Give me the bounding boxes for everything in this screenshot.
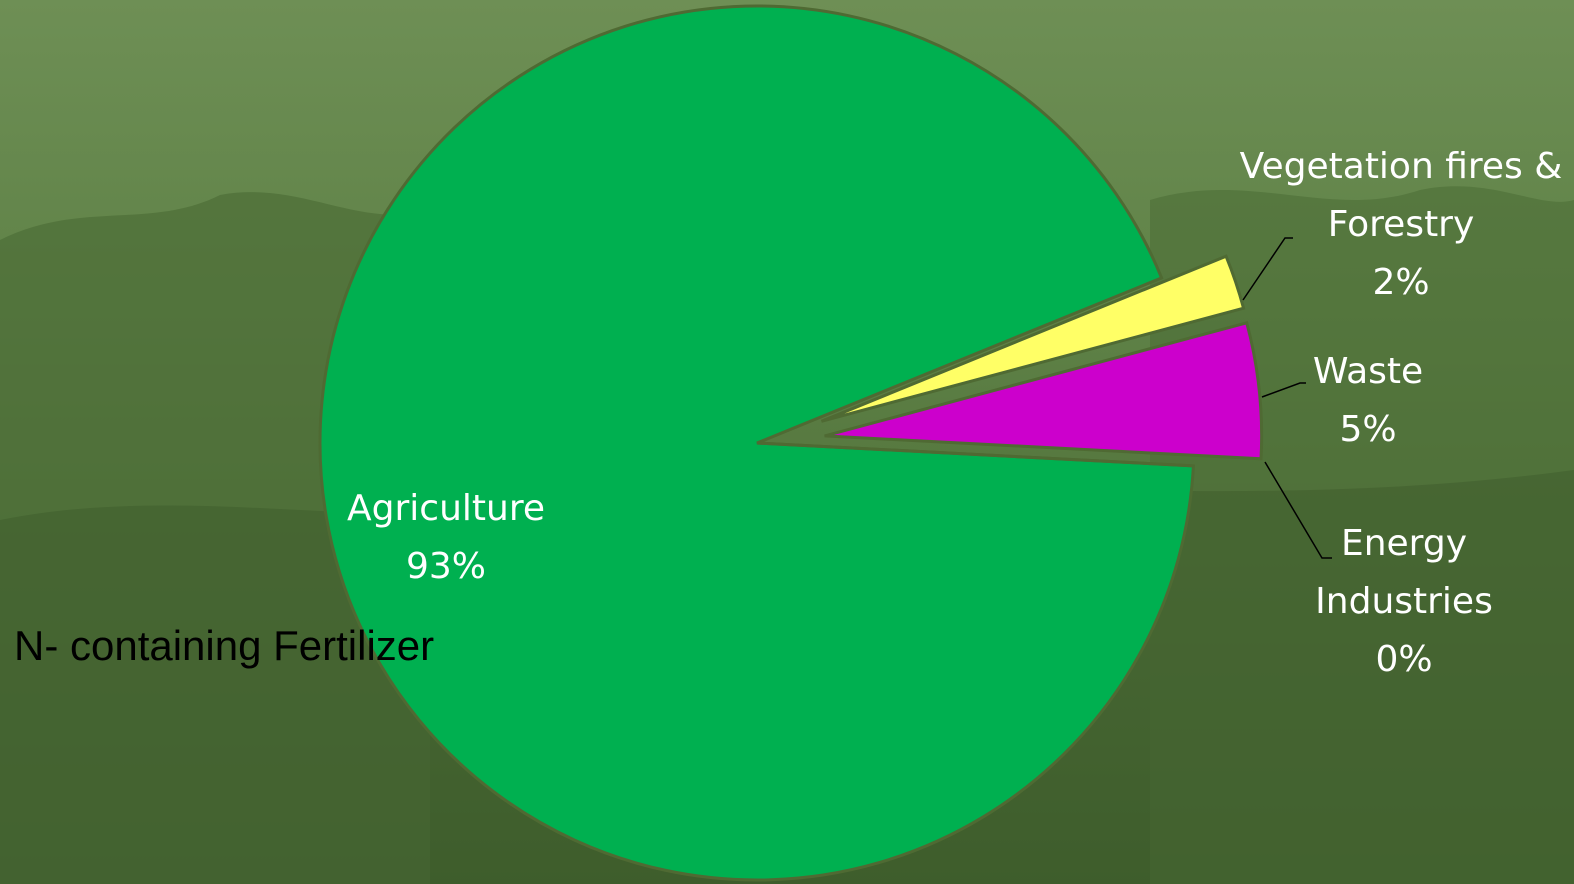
slice-label: Energy Industries 0% <box>1294 515 1514 689</box>
slice-label: Waste 5% <box>1278 343 1458 459</box>
category-label: Agriculture <box>336 480 556 538</box>
category-label: Waste <box>1278 343 1458 401</box>
value-label: 5% <box>1278 401 1458 459</box>
value-label: 2% <box>1236 254 1566 312</box>
page: Agriculture 93% Vegetation fires & Fores… <box>0 0 1574 884</box>
annotation: N- containing Fertilizer <box>14 622 434 670</box>
category-label: Energy Industries <box>1294 515 1514 631</box>
slice-label: Agriculture 93% <box>336 480 556 596</box>
value-label: 0% <box>1294 631 1514 689</box>
value-label: 93% <box>336 538 556 596</box>
slice-label: Vegetation fires & Forestry 2% <box>1236 138 1566 312</box>
category-label: Vegetation fires & Forestry <box>1236 138 1566 254</box>
